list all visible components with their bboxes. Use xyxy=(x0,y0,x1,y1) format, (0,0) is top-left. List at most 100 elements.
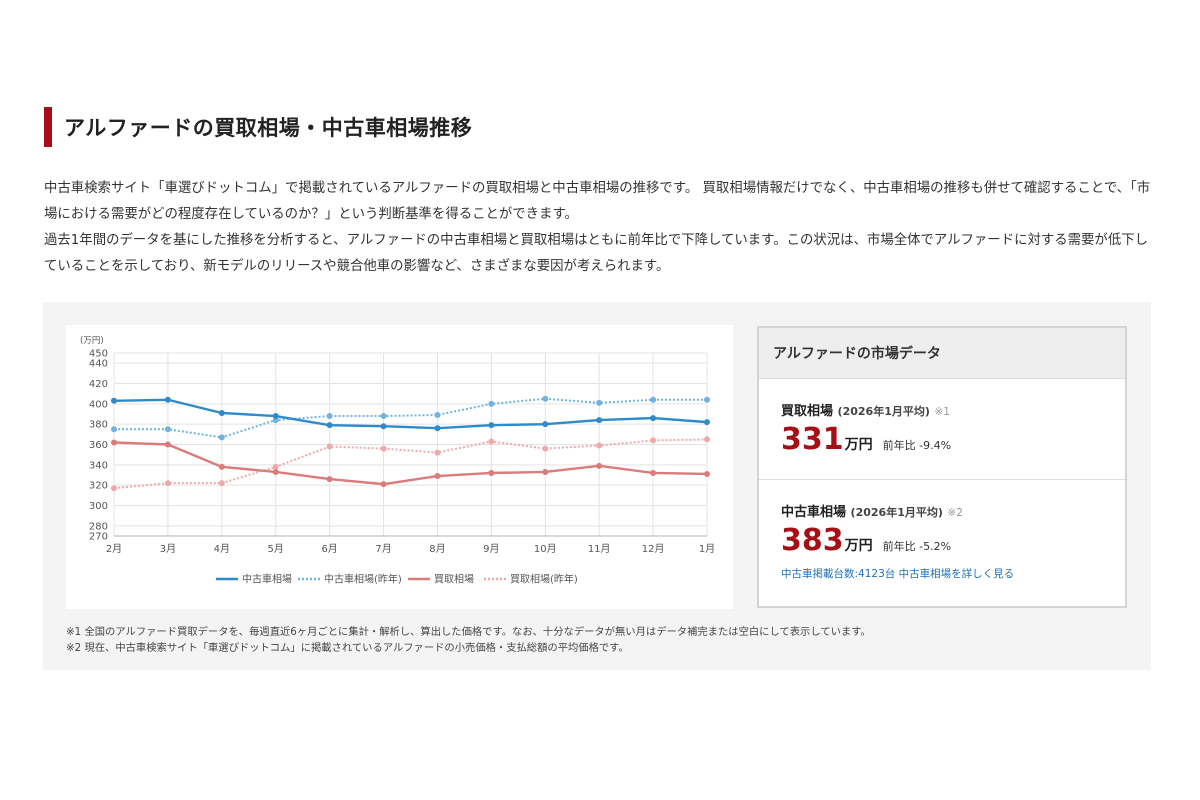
series-line xyxy=(113,398,708,430)
data-point xyxy=(704,396,710,403)
data-point xyxy=(542,445,549,452)
data-point xyxy=(111,397,117,404)
data-point xyxy=(434,449,441,456)
data-point xyxy=(164,426,171,433)
legend-label: 買取相場(昨年) xyxy=(510,573,578,586)
data-point xyxy=(542,421,549,428)
data-point xyxy=(650,469,657,476)
data-point xyxy=(164,441,171,448)
data-point xyxy=(272,413,279,420)
data-point xyxy=(111,485,117,492)
y-tick-label: 340 xyxy=(89,460,108,471)
y-tick-label: 300 xyxy=(89,501,108,512)
data-point xyxy=(488,438,495,445)
data-point xyxy=(650,437,657,444)
y-tick-label: 440 xyxy=(89,359,108,370)
x-tick-label: 3月 xyxy=(160,543,176,555)
used-price-label: 中古車相場 xyxy=(781,505,847,520)
used-price-block: 中古車相場 (2026年1月平均) ※2 383 万円 前年比 -5.2% 中古… xyxy=(759,480,1125,581)
data-point xyxy=(596,442,603,449)
data-point xyxy=(218,480,225,487)
page-title: アルファードの買取相場・中古車相場推移 xyxy=(64,116,473,140)
lead-paragraph-2: 過去1年間のデータを基にした推移を分析すると、アルファードの中古車相場と買取相場… xyxy=(44,233,1148,274)
series-1 xyxy=(111,396,710,432)
data-point xyxy=(111,439,117,446)
y-tick-label: 320 xyxy=(89,481,108,492)
buy-price-value: 331 xyxy=(781,422,844,457)
chart-grid xyxy=(113,352,708,537)
data-point xyxy=(596,399,603,406)
series-line xyxy=(113,441,708,486)
data-point xyxy=(326,443,333,450)
y-tick-label: 420 xyxy=(89,379,108,390)
data-point xyxy=(218,409,225,416)
heading-accent-bar xyxy=(44,107,52,147)
data-point xyxy=(488,422,495,429)
y-tick-label: 400 xyxy=(89,399,108,410)
data-point xyxy=(111,426,117,433)
data-point xyxy=(164,396,171,403)
data-point xyxy=(488,400,495,407)
used-price-period: (2026年1月平均) xyxy=(850,506,943,519)
x-tick-label: 7月 xyxy=(375,543,391,555)
series-4 xyxy=(111,436,710,492)
data-point xyxy=(380,481,387,488)
data-point xyxy=(272,463,279,470)
chart-legend: 中古車相場 中古車相場(昨年) 買取相場 買取相場(昨年) xyxy=(216,573,578,586)
used-price-yoy: 前年比 -5.2% xyxy=(882,540,952,553)
used-price-unit: 万円 xyxy=(844,538,873,554)
data-point xyxy=(434,425,441,432)
data-point xyxy=(488,469,495,476)
data-point xyxy=(704,470,710,477)
footnote-1: ※1 全国のアルファード買取データを、毎週直近6ヶ月ごとに集計・解析し、算出した… xyxy=(66,626,871,638)
lead-text: 中古車検索サイト「車選びドットコム」で掲載されているアルファードの買取相場と中古… xyxy=(44,176,1154,280)
legend-label: 中古車相場 xyxy=(242,573,292,586)
x-tick-label: 9月 xyxy=(483,543,499,555)
used-price-note: ※2 xyxy=(947,507,963,519)
data-point xyxy=(218,463,225,470)
y-tick-label: 270 xyxy=(89,532,108,543)
x-tick-label: 12月 xyxy=(642,543,665,555)
data-point xyxy=(542,395,549,402)
series-2 xyxy=(111,395,710,441)
data-point xyxy=(434,473,441,480)
x-tick-label: 11月 xyxy=(588,543,611,555)
market-card-title: アルファードの市場データ xyxy=(759,328,1125,379)
data-point xyxy=(272,468,279,475)
data-point xyxy=(380,445,387,452)
y-unit-label: (万円) xyxy=(80,336,104,346)
data-point xyxy=(704,436,710,443)
x-tick-label: 1月 xyxy=(699,543,715,555)
y-tick-label: 360 xyxy=(89,440,108,451)
x-tick-label: 8月 xyxy=(429,543,445,555)
data-point xyxy=(650,396,657,403)
data-point xyxy=(650,415,657,422)
y-tick-label: 380 xyxy=(89,420,108,431)
lead-paragraph-1: 中古車検索サイト「車選びドットコム」で掲載されているアルファードの買取相場と中古… xyxy=(44,181,1151,222)
used-price-detail-link[interactable]: 中古車相場を詳しく見る xyxy=(898,568,1015,580)
buy-price-note: ※1 xyxy=(934,406,950,418)
legend-label: 買取相場 xyxy=(434,573,474,586)
buy-price-block: 買取相場 (2026年1月平均) ※1 331 万円 前年比 -9.4% xyxy=(759,379,1125,480)
buy-price-yoy: 前年比 -9.4% xyxy=(882,439,952,452)
footnote-2: ※2 現在、中古車検索サイト「車選びドットコム」に掲載されているアルファードの小… xyxy=(66,642,629,654)
buy-price-unit: 万円 xyxy=(844,437,873,453)
data-point xyxy=(326,422,333,429)
footnotes: ※1 全国のアルファード買取データを、毎週直近6ヶ月ごとに集計・解析し、算出した… xyxy=(66,624,1146,656)
y-tick-label: 450 xyxy=(89,349,108,360)
listing-count-link[interactable]: 中古車掲載台数:4123台 xyxy=(781,568,896,580)
data-point xyxy=(704,419,710,426)
data-point xyxy=(380,423,387,430)
x-tick-label: 10月 xyxy=(534,543,557,555)
x-tick-label: 5月 xyxy=(268,543,284,555)
data-point xyxy=(164,480,171,487)
x-tick-label: 4月 xyxy=(214,543,230,555)
legend-label: 中古車相場(昨年) xyxy=(324,573,402,586)
price-trend-chart: 270 280 300 320 340 360 380 400 420 440 450 (万円) 2月 3… xyxy=(66,325,733,609)
used-price-value: 383 xyxy=(781,523,844,558)
data-point xyxy=(218,434,225,441)
x-tick-label: 2月 xyxy=(106,543,122,555)
series-3 xyxy=(111,439,710,488)
data-point xyxy=(596,462,603,469)
